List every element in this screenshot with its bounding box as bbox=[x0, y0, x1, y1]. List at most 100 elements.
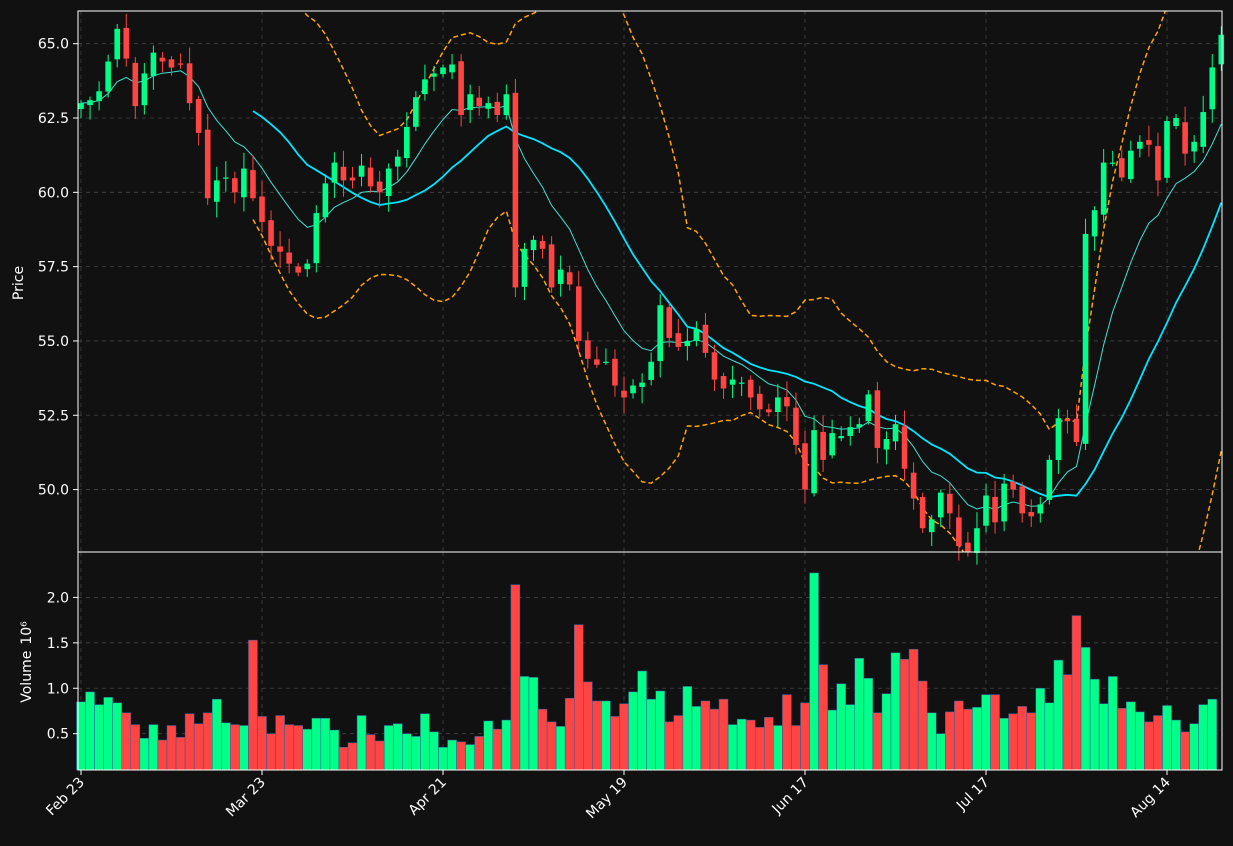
candle-body bbox=[467, 94, 473, 110]
candle-body bbox=[349, 177, 356, 181]
candle-body bbox=[1200, 112, 1206, 147]
candle-body bbox=[1046, 459, 1053, 500]
volume-bar bbox=[1089, 678, 1100, 771]
volume-bar bbox=[872, 712, 883, 771]
volume-frame bbox=[77, 551, 1223, 771]
candle-body bbox=[286, 252, 292, 264]
candle-body bbox=[648, 361, 654, 380]
volume-bar bbox=[338, 747, 349, 771]
candle-body bbox=[503, 94, 510, 116]
volume-bar bbox=[890, 652, 901, 771]
candle-body bbox=[738, 382, 745, 384]
volume-bar bbox=[945, 711, 955, 771]
candle-body bbox=[1173, 118, 1179, 127]
candle-body bbox=[793, 407, 799, 445]
candle-body bbox=[530, 239, 537, 251]
candlesticks bbox=[78, 13, 1225, 565]
volume-bar bbox=[257, 716, 267, 771]
candle-body bbox=[295, 266, 301, 273]
volume-bar bbox=[682, 686, 693, 771]
volume-bar bbox=[1189, 723, 1199, 771]
price-tick-label: 52.5 bbox=[38, 408, 69, 424]
candle-body bbox=[539, 241, 546, 249]
candle-body bbox=[313, 213, 320, 264]
candle-body bbox=[1091, 210, 1098, 237]
candle-body bbox=[259, 196, 265, 223]
volume-bar bbox=[981, 694, 991, 771]
candle-body bbox=[78, 103, 84, 110]
volume-bar bbox=[954, 700, 964, 771]
candle-body bbox=[621, 390, 627, 398]
candle-body bbox=[458, 61, 464, 116]
volume-bar bbox=[383, 725, 394, 771]
volume-bar bbox=[863, 678, 874, 771]
volume-bar bbox=[1044, 702, 1055, 771]
volume-bar bbox=[175, 737, 186, 771]
candle-body bbox=[431, 73, 437, 77]
candle-body bbox=[919, 496, 926, 529]
candle-body bbox=[711, 352, 718, 380]
price-panel: 50.0 52.5 55.0 57.5 60.0 62.5 65.0 Price bbox=[11, 11, 1225, 565]
volume-bar bbox=[1008, 713, 1018, 771]
volume-bar bbox=[139, 737, 150, 771]
volume-bar bbox=[456, 741, 466, 771]
volume-bar bbox=[1207, 698, 1217, 771]
volume-bar bbox=[845, 704, 855, 771]
price-tick-label: 50.0 bbox=[38, 483, 69, 499]
candle-body bbox=[512, 92, 519, 288]
candle-body bbox=[639, 382, 645, 387]
volume-bar bbox=[791, 725, 801, 771]
volume-bar bbox=[239, 725, 249, 771]
volume-bar bbox=[130, 724, 141, 771]
volume-bar bbox=[320, 717, 331, 771]
volume-bar bbox=[601, 700, 611, 771]
volume-bar bbox=[1080, 647, 1091, 771]
candle-body bbox=[937, 492, 944, 518]
candle-body bbox=[277, 246, 283, 252]
volume-bar bbox=[266, 733, 276, 771]
volume-bar bbox=[537, 708, 548, 771]
volume-bar bbox=[836, 683, 846, 771]
candle-body bbox=[865, 394, 872, 422]
volume-bar bbox=[1071, 615, 1082, 771]
candle-body bbox=[947, 493, 953, 514]
candle-body bbox=[358, 165, 365, 177]
volume-bar bbox=[184, 713, 195, 771]
candle-body bbox=[1064, 419, 1071, 422]
candle-body bbox=[385, 168, 392, 196]
volume-bar bbox=[519, 676, 530, 771]
volume-bar bbox=[637, 670, 647, 771]
candle-body bbox=[992, 496, 998, 523]
candle-body bbox=[449, 64, 455, 73]
candle-body bbox=[630, 385, 636, 394]
volume-bar bbox=[1144, 721, 1154, 771]
volume-bar bbox=[990, 694, 1000, 771]
volume-bar bbox=[574, 624, 584, 771]
candle-body bbox=[766, 409, 772, 413]
price-axis-label: Price bbox=[11, 266, 27, 300]
candle-body bbox=[956, 517, 962, 547]
candle-body bbox=[1137, 141, 1143, 149]
volume-bar bbox=[157, 739, 168, 771]
candle-body bbox=[684, 340, 691, 347]
candle-body bbox=[720, 376, 727, 389]
candle-body bbox=[756, 393, 763, 410]
candle-body bbox=[1146, 140, 1152, 145]
volume-bar bbox=[1062, 674, 1073, 771]
volume-bar bbox=[926, 712, 937, 771]
candle-body bbox=[928, 519, 935, 533]
volume-bar bbox=[528, 677, 539, 771]
volume-bar bbox=[492, 728, 503, 771]
candle-body bbox=[404, 126, 410, 159]
volume-bar bbox=[1117, 707, 1127, 771]
volume-bar bbox=[1171, 719, 1181, 771]
volume-bar bbox=[112, 702, 122, 771]
candle-body bbox=[322, 183, 329, 218]
candle-body bbox=[965, 542, 971, 552]
volume-bar bbox=[275, 715, 285, 771]
volume-bar bbox=[103, 697, 113, 771]
volume-bar bbox=[85, 691, 95, 771]
bollinger-lower bbox=[252, 209, 1222, 552]
volume-bar bbox=[709, 708, 720, 771]
long-moving-average bbox=[252, 110, 1222, 499]
